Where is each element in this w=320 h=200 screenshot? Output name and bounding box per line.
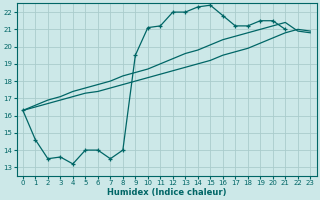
X-axis label: Humidex (Indice chaleur): Humidex (Indice chaleur): [107, 188, 226, 197]
